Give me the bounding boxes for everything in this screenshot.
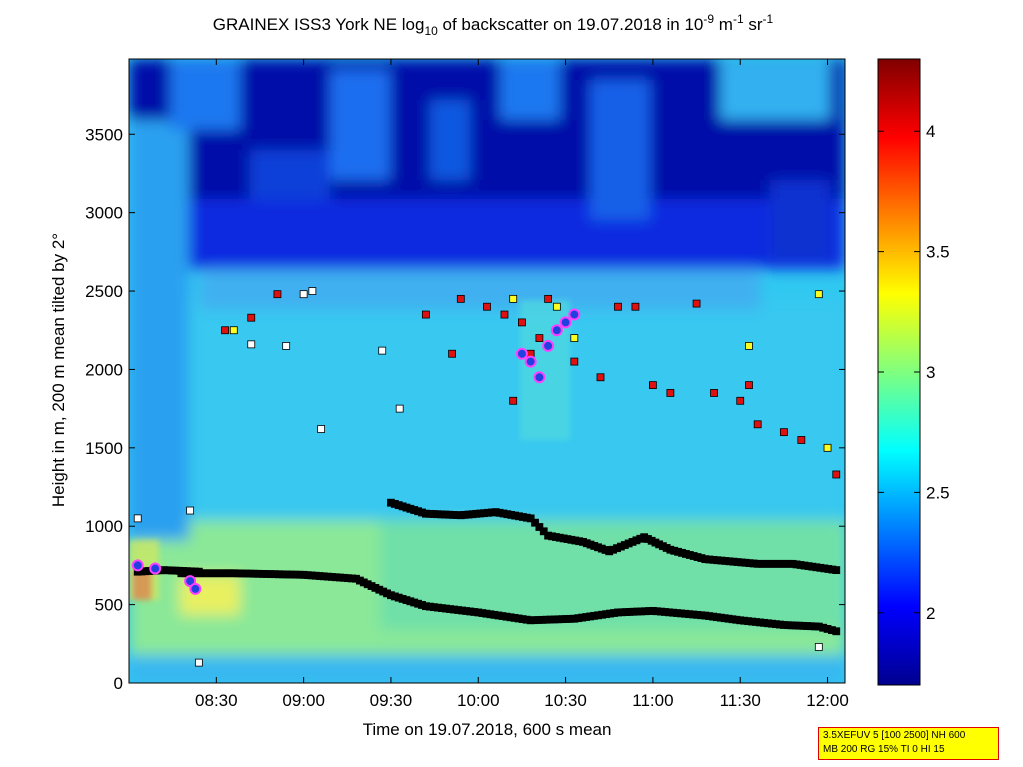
- x-tick-label: 10:00: [457, 691, 500, 710]
- marker-red: [631, 302, 640, 311]
- x-tick-label: 08:30: [195, 691, 238, 710]
- parameter-line-2: MB 200 RG 15% TI 0 HI 15: [823, 744, 945, 755]
- y-tick-label: 1500: [85, 439, 123, 458]
- marker-yellow: [823, 443, 832, 452]
- colorbar-tick-label: 3: [926, 363, 935, 382]
- marker-red: [421, 310, 430, 319]
- marker-white: [186, 506, 195, 515]
- marker-layer: [131, 287, 841, 667]
- marker-red: [500, 310, 509, 319]
- marker-white: [299, 290, 308, 299]
- y-tick-label: 1000: [85, 517, 123, 536]
- marker-early-layer: [194, 567, 203, 576]
- marker-magenta: [524, 355, 537, 368]
- colorbar-tick-label: 2: [926, 604, 935, 623]
- marker-lower-layer: [832, 627, 841, 636]
- marker-red: [832, 470, 841, 479]
- colorbar: [877, 58, 921, 686]
- marker-upper-layer: [526, 514, 535, 523]
- marker-yellow: [229, 326, 238, 335]
- y-axis: 0 500 1000 1500 2000 2500 3000 3500: [85, 125, 845, 693]
- marker-red: [797, 436, 806, 444]
- x-axis-label: Time on 19.07.2018, 600 s mean: [363, 720, 612, 739]
- marker-red: [710, 389, 718, 397]
- colorbar-tick-label: 2.5: [926, 483, 950, 502]
- marker-yellow: [570, 334, 579, 342]
- marker-upper-layer: [535, 523, 544, 531]
- parameter-box: 3.5XEFUV 5 [100 2500] NH 600 MB 200 RG 1…: [818, 727, 999, 760]
- marker-white: [282, 342, 291, 350]
- marker-yellow: [814, 290, 823, 299]
- marker-magenta: [131, 559, 144, 572]
- y-tick-label: 2500: [85, 282, 123, 301]
- backscatter-heatmap: [129, 59, 845, 683]
- marker-upper-layer: [539, 527, 548, 536]
- marker-red: [614, 302, 622, 311]
- marker-magenta: [533, 371, 546, 384]
- x-tick-label: 11:30: [720, 691, 761, 710]
- marker-red: [570, 357, 579, 366]
- chart-title: GRAINEX ISS3 York NE log10 of backscatte…: [213, 12, 774, 38]
- marker-yellow: [552, 302, 561, 311]
- marker-red: [544, 294, 553, 303]
- marker-upper-layer: [832, 566, 841, 575]
- marker-red: [649, 381, 657, 390]
- marker-magenta: [189, 582, 202, 595]
- marker-magenta: [515, 347, 528, 360]
- marker-red: [273, 290, 282, 299]
- marker-red: [509, 396, 518, 405]
- marker-yellow: [509, 294, 518, 303]
- marker-magenta: [550, 324, 563, 337]
- marker-white: [194, 658, 203, 667]
- marker-magenta: [149, 562, 162, 575]
- marker-red: [596, 373, 605, 382]
- marker-magenta: [542, 339, 555, 352]
- y-tick-label: 2000: [85, 360, 123, 379]
- marker-white: [378, 346, 387, 355]
- marker-yellow: [745, 342, 753, 350]
- marker-magenta: [559, 316, 572, 329]
- marker-red: [535, 334, 544, 342]
- marker-white: [395, 404, 404, 413]
- marker-red: [448, 349, 456, 358]
- marker-red: [692, 299, 701, 308]
- marker-red: [221, 326, 229, 335]
- marker-red: [745, 381, 753, 390]
- marker-red: [456, 294, 465, 303]
- marker-red: [247, 313, 256, 322]
- x-tick-label: 10:30: [544, 691, 587, 710]
- marker-red: [666, 389, 675, 397]
- y-axis-label: Height in m, 200 m mean tilted by 2°: [49, 233, 68, 507]
- marker-red: [483, 302, 491, 311]
- marker-white: [317, 425, 325, 433]
- colorbar-axis: 2 2.5 3 3.5 4: [878, 122, 950, 623]
- y-tick-label: 3500: [85, 125, 123, 144]
- y-tick-label: 500: [95, 596, 123, 615]
- marker-white: [308, 287, 317, 295]
- marker-red: [736, 396, 745, 405]
- marker-white: [247, 340, 256, 349]
- x-tick-label: 09:30: [370, 691, 413, 710]
- marker-white: [133, 514, 142, 523]
- marker-white: [814, 643, 823, 651]
- y-tick-label: 3000: [85, 204, 123, 223]
- marker-upper-layer: [531, 518, 539, 527]
- x-axis: 08:30 09:00 09:30 10:00 10:30 11:00 11:30 12:00: [195, 59, 849, 710]
- parameter-line-1: 3.5XEFUV 5 [100 2500] NH 600: [823, 730, 966, 741]
- colorbar-tick-label: 3.5: [926, 243, 950, 262]
- x-tick-label: 11:00: [632, 691, 673, 710]
- x-tick-label: 09:00: [282, 691, 325, 710]
- marker-magenta: [568, 308, 581, 321]
- marker-red: [753, 420, 762, 429]
- x-tick-label: 12:00: [806, 691, 849, 710]
- colorbar-tick-label: 4: [926, 122, 935, 141]
- plot-frame: [128, 58, 846, 684]
- y-tick-label: 0: [114, 674, 123, 693]
- marker-red: [518, 318, 526, 327]
- marker-red: [779, 428, 788, 437]
